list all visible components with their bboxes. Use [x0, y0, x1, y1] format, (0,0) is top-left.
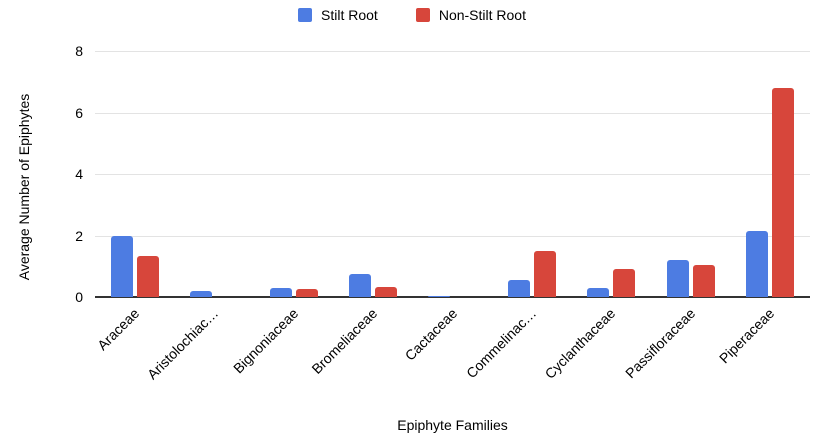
gridline-2	[95, 235, 810, 237]
bar-stilt-root-commelinac[interactable]	[507, 280, 530, 297]
gridline-4	[95, 174, 810, 175]
legend-swatch-stilt-root-icon	[298, 8, 313, 22]
bar-non-stilt-root-araceae[interactable]	[136, 256, 159, 297]
bar-group-commelinac	[492, 51, 571, 297]
x-axis-line	[95, 296, 810, 298]
bar-group-passifloraceae	[651, 51, 730, 297]
bar-stilt-root-aristolochiac[interactable]	[190, 290, 213, 297]
bar-group-bromeliaceae	[333, 51, 412, 297]
gridline-8	[95, 51, 810, 52]
legend-label-non-stilt-root: Non-Stilt Root	[438, 7, 526, 23]
chart-legend: Stilt Root Non-Stilt Root	[0, 7, 824, 23]
bar-stilt-root-piperaceae[interactable]	[746, 230, 769, 297]
plot-area: 0 2 4 6 8	[75, 44, 810, 304]
y-axis-title: Average Number of Epiphytes	[16, 93, 32, 281]
y-tick-label-2: 2	[75, 227, 83, 244]
y-tick-label-4: 4	[75, 166, 83, 182]
y-tick-label-0: 0	[75, 289, 83, 305]
y-tick-label-6: 6	[75, 104, 83, 121]
bar-stilt-root-bignoniaceae[interactable]	[269, 287, 292, 297]
bar-stilt-root-passifloraceae[interactable]	[666, 260, 689, 297]
legend-item-stilt-root[interactable]: Stilt Root	[298, 7, 378, 23]
bar-non-stilt-root-cyclanthaceae[interactable]	[613, 269, 636, 297]
bar-group-bignoniaceae	[254, 51, 333, 297]
bar-group-aristolochiac	[174, 51, 253, 297]
bar-stilt-root-araceae[interactable]	[110, 235, 133, 297]
legend-label-stilt-root: Stilt Root	[321, 7, 378, 23]
legend-item-non-stilt-root[interactable]: Non-Stilt Root	[415, 7, 526, 23]
bar-group-piperaceae	[731, 51, 810, 297]
bar-group-cactaceae	[413, 51, 492, 297]
bar-stilt-root-bromeliaceae[interactable]	[349, 273, 372, 297]
bar-stilt-root-cyclanthaceae[interactable]	[587, 287, 610, 297]
bar-non-stilt-root-passifloraceae[interactable]	[692, 264, 715, 297]
bar-non-stilt-root-bromeliaceae[interactable]	[375, 286, 398, 297]
y-tick-label-8: 8	[75, 43, 83, 59]
bar-non-stilt-root-bignoniaceae[interactable]	[295, 289, 318, 297]
bar-non-stilt-root-commelinac[interactable]	[533, 250, 556, 297]
bar-group-araceae	[95, 51, 174, 297]
x-axis-title: Epiphyte Families	[397, 417, 508, 433]
bar-group-cyclanthaceae	[572, 51, 651, 297]
bar-non-stilt-root-piperaceae[interactable]	[772, 87, 795, 297]
legend-swatch-non-stilt-root-icon	[415, 8, 430, 22]
gridline-6	[95, 112, 810, 114]
bar-stilt-root-cactaceae[interactable]	[428, 295, 451, 297]
